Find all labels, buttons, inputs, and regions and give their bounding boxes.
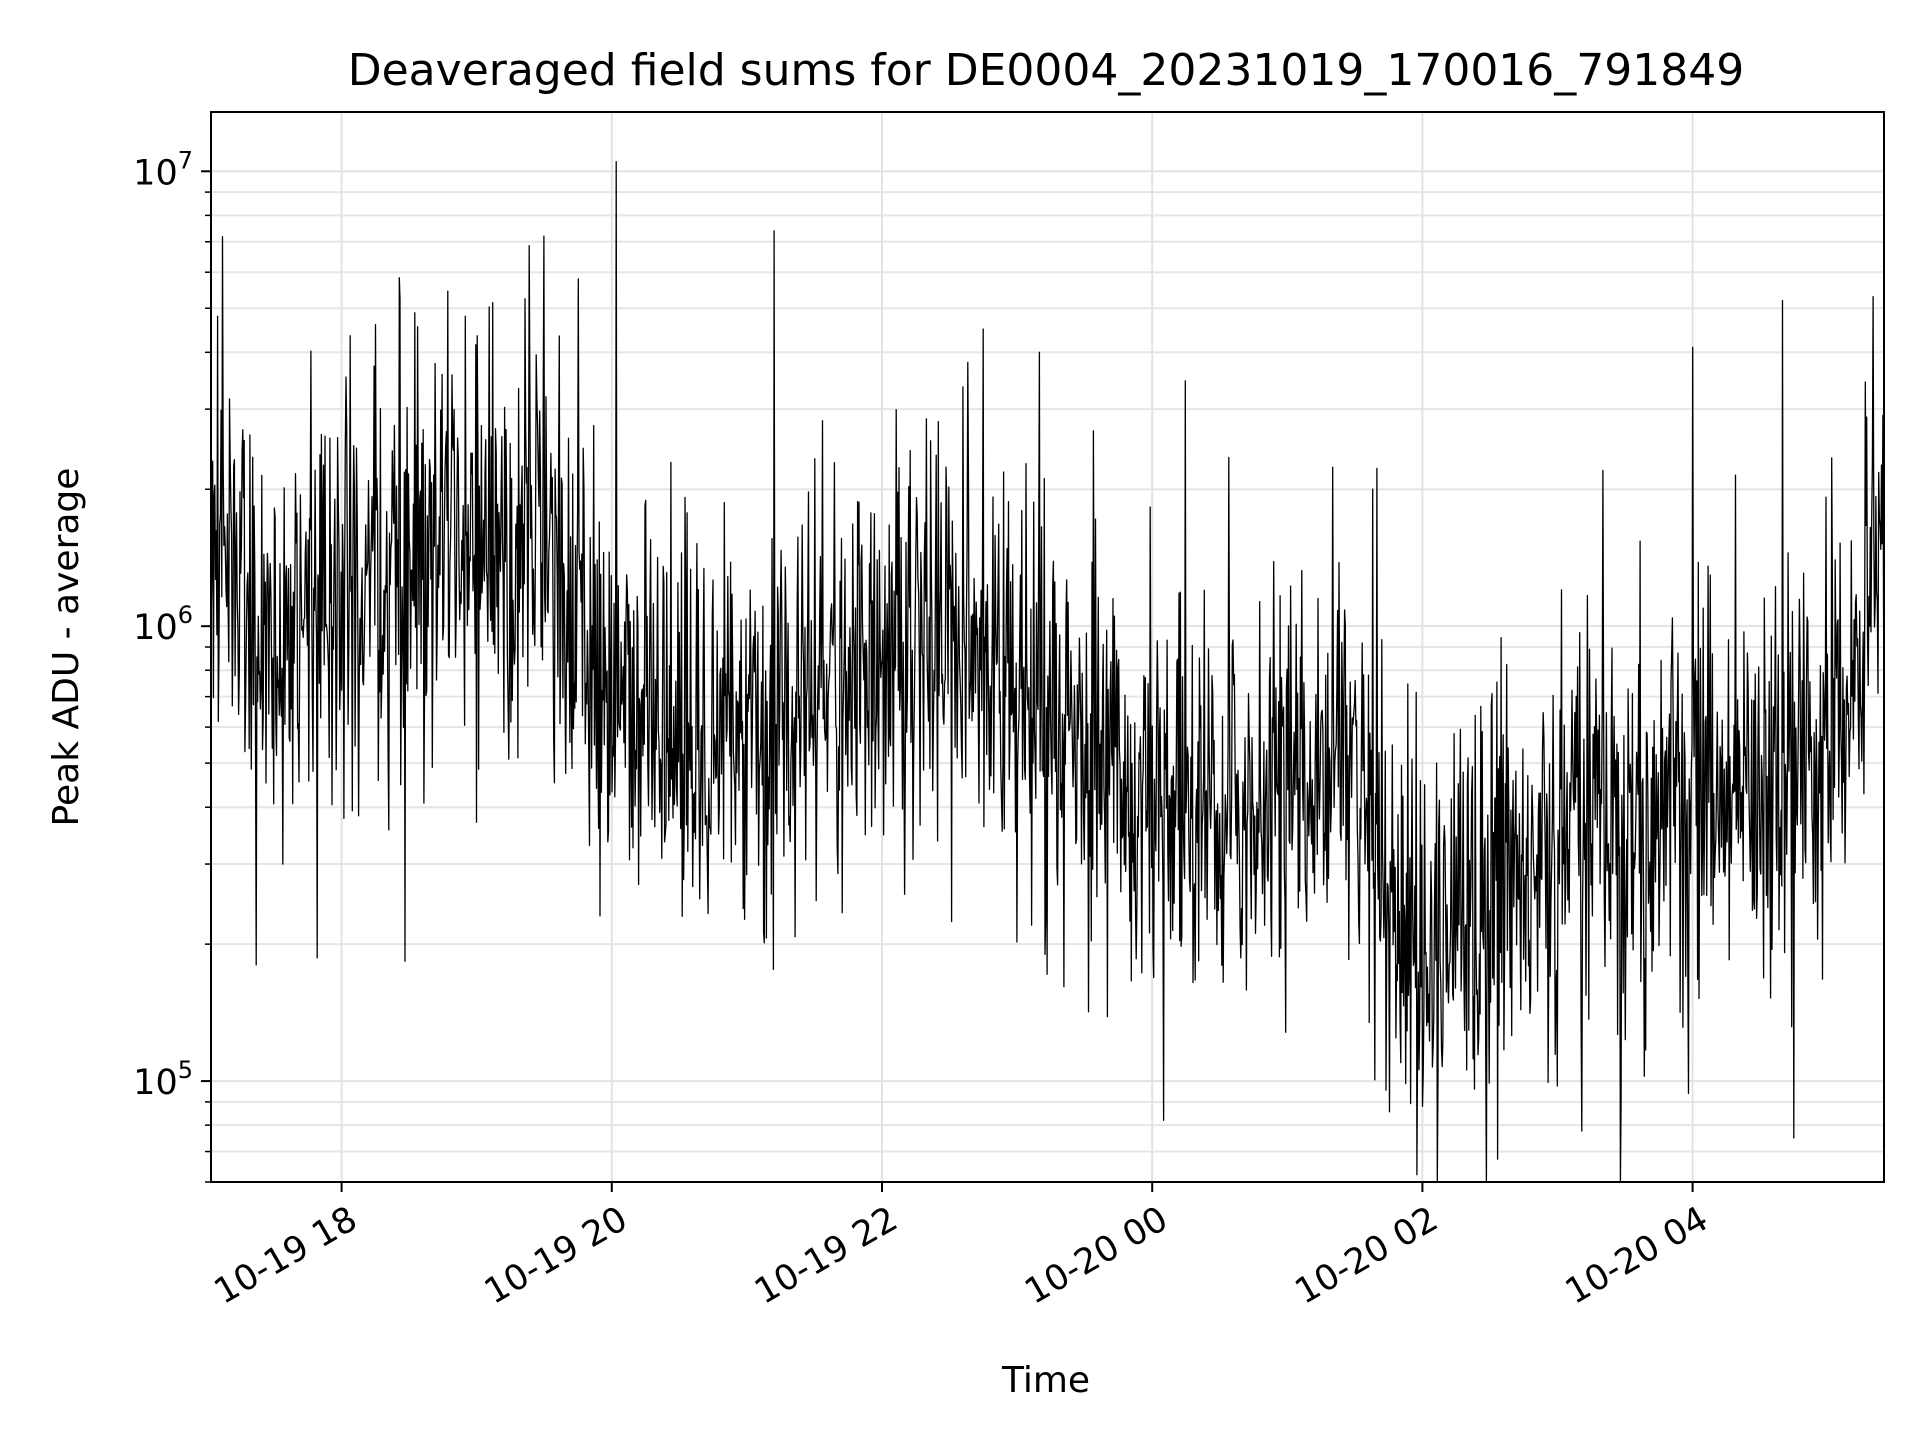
chart-title: Deaveraged field sums for DE0004_2023101…: [348, 45, 1745, 96]
x-axis-label: Time: [1001, 1360, 1090, 1401]
data-layer: [211, 160, 1884, 1182]
y-axis: 105 106 107: [133, 146, 211, 1183]
y-tick-label: 106: [133, 601, 193, 648]
y-tick-label: 107: [133, 146, 193, 193]
series-line: [211, 160, 1884, 1182]
y-axis-label: Peak ADU - average: [46, 468, 87, 827]
y-tick-label: 105: [133, 1056, 193, 1103]
